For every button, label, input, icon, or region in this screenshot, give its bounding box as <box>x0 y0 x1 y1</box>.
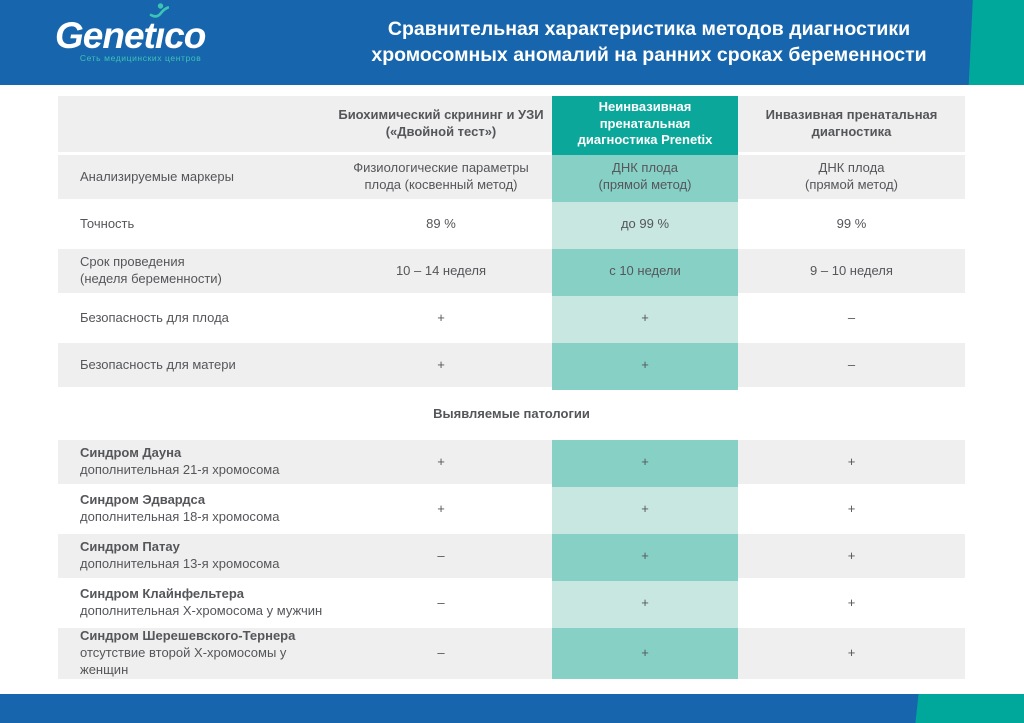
cell-invasive: ДНК плода (прямой метод) <box>738 155 965 202</box>
table-row: Точность 89 % до 99 % 99 % <box>58 202 965 249</box>
page-title: Сравнительная характеристика методов диа… <box>330 0 968 85</box>
cell-biochem: + <box>330 440 552 487</box>
row-label-cell: Точность <box>58 202 330 249</box>
row-sublabel: дополнительная 13-я хромосома <box>80 556 280 571</box>
cell-biochem: 89 % <box>330 202 552 249</box>
col-header-biochem: Биохимический скрининг и УЗИ («Двойной т… <box>330 96 552 155</box>
row-sublabel: дополнительная 18-я хромосома <box>80 509 280 524</box>
row-label-cell: Срок проведения (неделя беременности) <box>58 249 330 296</box>
cell-invasive: 9 – 10 неделя <box>738 249 965 296</box>
cell-biochem: – <box>330 534 552 581</box>
cell-prenetix: с 10 недели <box>552 249 738 296</box>
row-label-cell: Анализируемые маркеры <box>58 155 330 202</box>
col-header-prenetix: Неинвазивная пренатальная диагностика Pr… <box>552 96 738 155</box>
table-row: Синдром Дауна дополнительная 21-я хромос… <box>58 440 965 487</box>
cell-prenetix: ДНК плода (прямой метод) <box>552 155 738 202</box>
logo-tagline: Сеть медицинских центров <box>79 53 202 63</box>
cell-invasive: 99 % <box>738 202 965 249</box>
row-label: Синдром Патау <box>80 539 180 555</box>
footer-blue-bar <box>0 694 919 723</box>
cell-biochem: 10 – 14 неделя <box>330 249 552 296</box>
table-row: Синдром Патау дополнительная 13-я хромос… <box>58 534 965 581</box>
row-label-cell: Безопасность для плода <box>58 296 330 343</box>
comparison-table: Биохимический скрининг и УЗИ («Двойной т… <box>58 96 965 682</box>
cell-biochem: + <box>330 343 552 390</box>
row-label: Синдром Дауна <box>80 445 182 461</box>
row-sublabel: (неделя беременности) <box>80 271 222 286</box>
row-label: Безопасность для матери <box>80 356 236 372</box>
cell-invasive: + <box>738 440 965 487</box>
col-header-invasive: Инвазивная пренатальная диагностика <box>738 96 965 155</box>
cell-prenetix: + <box>552 581 738 628</box>
row-label-cell: Синдром Шерешевского-Тернера отсутствие … <box>58 628 330 682</box>
cell-biochem: – <box>330 628 552 682</box>
cell-prenetix: + <box>552 628 738 682</box>
person-swoosh-icon <box>149 3 169 18</box>
cell-biochem: + <box>330 296 552 343</box>
page-title-line2: хромосомных аномалий на ранних сроках бе… <box>371 43 927 66</box>
table-row: Безопасность для плода + + – <box>58 296 965 343</box>
table-row: Срок проведения (неделя беременности) 10… <box>58 249 965 296</box>
cell-invasive: – <box>738 296 965 343</box>
cell-invasive: – <box>738 343 965 390</box>
cell-prenetix: до 99 % <box>552 202 738 249</box>
row-label-cell: Синдром Патау дополнительная 13-я хромос… <box>58 534 330 581</box>
section-title-row: Выявляемые патологии <box>58 390 965 440</box>
genetico-logo: Genet ıco Сеть медицинских центров <box>55 3 206 63</box>
top-banner: Genet ıco Сеть медицинских центров Сравни… <box>0 0 1024 85</box>
logo-text-right: co <box>164 15 206 56</box>
cell-invasive: + <box>738 628 965 682</box>
table-header-row: Биохимический скрининг и УЗИ («Двойной т… <box>58 96 965 155</box>
table-row: Синдром Шерешевского-Тернера отсутствие … <box>58 628 965 682</box>
row-sublabel: дополнительная 21-я хромосома <box>80 462 280 477</box>
row-label-cell: Синдром Клайнфельтера дополнительная Х-х… <box>58 581 330 628</box>
section-title: Выявляемые патологии <box>433 406 590 421</box>
logo-wordmark: Genet ıco <box>55 3 206 56</box>
table-row: Безопасность для матери + + – <box>58 343 965 390</box>
page-title-line1: Сравнительная характеристика методов диа… <box>387 18 911 41</box>
cell-biochem: Физиологические параметры плода (косвенн… <box>330 155 552 202</box>
row-label: Точность <box>80 215 135 231</box>
col-header-empty <box>58 96 330 155</box>
cell-prenetix: + <box>552 343 738 390</box>
table-row: Синдром Эдвардса дополнительная 18-я хро… <box>58 487 965 534</box>
row-label: Срок проведения <box>80 254 185 270</box>
logo-dotless-i: ı <box>154 15 165 56</box>
cell-invasive: + <box>738 581 965 628</box>
logo-text-left: Genet <box>55 15 156 56</box>
row-label: Анализируемые маркеры <box>80 168 234 184</box>
cell-prenetix: + <box>552 534 738 581</box>
logo-letter-i: ı <box>149 3 169 56</box>
row-sublabel: дополнительная Х-хромосома у мужчин <box>80 603 323 618</box>
row-sublabel: отсутствие второй Х-хромосомы у женщин <box>80 644 287 677</box>
cell-biochem: + <box>330 487 552 534</box>
row-label: Синдром Клайнфельтера <box>80 586 244 602</box>
cell-prenetix: + <box>552 296 738 343</box>
cell-invasive: + <box>738 487 965 534</box>
cell-biochem: – <box>330 581 552 628</box>
table-row: Синдром Клайнфельтера дополнительная Х-х… <box>58 581 965 628</box>
footer-bar <box>0 694 1024 723</box>
table-row: Анализируемые маркеры Физиологические па… <box>58 155 965 202</box>
row-label-cell: Безопасность для матери <box>58 343 330 390</box>
row-label-cell: Синдром Эдвардса дополнительная 18-я хро… <box>58 487 330 534</box>
row-label: Синдром Эдвардса <box>80 492 206 508</box>
cell-prenetix: + <box>552 440 738 487</box>
banner-blue-background: Genet ıco Сеть медицинских центров Сравни… <box>0 0 973 85</box>
row-label: Безопасность для плода <box>80 309 229 325</box>
row-label: Синдром Шерешевского-Тернера <box>80 628 296 643</box>
cell-prenetix: + <box>552 487 738 534</box>
table-body: Анализируемые маркеры Физиологические па… <box>58 155 965 682</box>
cell-invasive: + <box>738 534 965 581</box>
row-label-cell: Синдром Дауна дополнительная 21-я хромос… <box>58 440 330 487</box>
